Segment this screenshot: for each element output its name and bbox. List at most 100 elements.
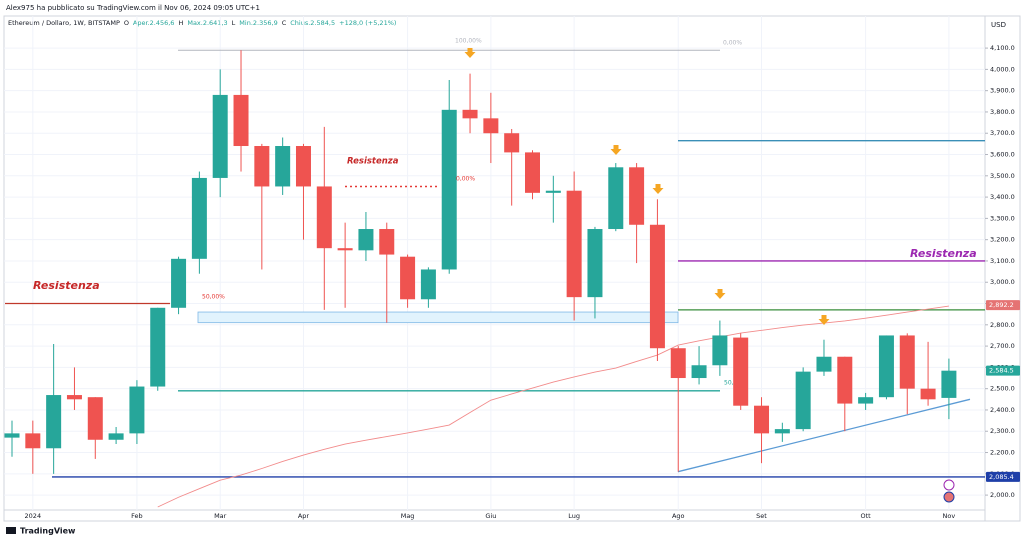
- candle-body: [649, 224, 665, 349]
- candle-body: [733, 337, 749, 406]
- candle-body: [754, 405, 770, 434]
- y-tick-label: 4,000.0: [990, 65, 1015, 73]
- price-badge: [986, 365, 1020, 376]
- header-part: +128,0 (+5,21%): [339, 19, 396, 27]
- candle-body: [525, 152, 540, 193]
- arrow: [818, 315, 830, 325]
- header-part: Max.2.641,3: [187, 19, 227, 27]
- x-tick-label: Giu: [485, 512, 496, 520]
- frame: [3, 15, 1021, 522]
- y-tick-label: 3,600.0: [990, 151, 1015, 159]
- header-part: C: [282, 19, 287, 27]
- candle-body: [629, 167, 645, 225]
- y-axis-label: USD: [991, 21, 1006, 29]
- arrow: [610, 145, 622, 155]
- y-tick-label: 3,900.0: [990, 87, 1015, 95]
- header-part: H: [178, 19, 183, 27]
- candle-body: [379, 229, 395, 255]
- y-tick-label: 3,100.0: [990, 257, 1015, 265]
- candle-body: [441, 109, 457, 270]
- header-part: Chius.2.584,5: [290, 19, 335, 27]
- candle-body: [462, 109, 478, 119]
- candle-body: [899, 335, 915, 389]
- y-tick-label: 3,700.0: [990, 129, 1015, 137]
- candle-body: [545, 190, 561, 193]
- y-tick-label: 3,500.0: [990, 172, 1015, 180]
- x-tick-label: Nov: [943, 512, 956, 520]
- candle-body: [920, 388, 936, 400]
- arrow: [464, 48, 476, 58]
- event-icon: [943, 491, 955, 503]
- candle-body: [483, 118, 499, 134]
- annotation: 50,: [724, 380, 734, 387]
- y-tick-label: 2,300.0: [990, 427, 1015, 435]
- candle-body: [191, 177, 207, 259]
- y-tick-label: 3,800.0: [990, 108, 1015, 116]
- x-tick-label: Apr: [298, 512, 310, 520]
- moving-average: [157, 305, 949, 508]
- y-tick-label: 3,300.0: [990, 214, 1015, 222]
- y-tick-label: 3,200.0: [990, 236, 1015, 244]
- annotation: 0,00%: [456, 176, 475, 183]
- candle-body: [275, 146, 291, 187]
- trendline: [677, 398, 971, 473]
- x-tick-label: 2024: [25, 512, 42, 520]
- credit: Alex975 ha pubblicato su TradingView.com…: [6, 4, 260, 12]
- candle-body: [233, 94, 249, 147]
- event-icon: [943, 479, 955, 491]
- y-tick-label: 2,000.0: [990, 491, 1015, 499]
- annotation: 100,00%: [455, 38, 482, 45]
- x-tick-label: Lug: [568, 512, 580, 520]
- candle-body: [691, 365, 707, 379]
- header-part: Min.2.356,9: [239, 19, 277, 27]
- y-tick-label: 2,400.0: [990, 406, 1015, 414]
- x-tick-label: Set: [756, 512, 767, 520]
- candle-body: [25, 433, 41, 449]
- candle-body: [337, 248, 353, 251]
- candle-body: [795, 371, 811, 430]
- candle-body: [816, 356, 832, 372]
- candle-body: [171, 258, 187, 308]
- candle-body: [670, 348, 686, 379]
- header: Ethereum / Dollaro, 1W, BITSTAMP O Aper.2.…: [8, 19, 396, 27]
- candle-body: [4, 433, 20, 438]
- annotation: 0,00%: [723, 40, 742, 47]
- arrow: [714, 289, 726, 299]
- header-part: L: [232, 19, 236, 27]
- candle-body: [837, 356, 853, 404]
- price-label: 2,085.4: [989, 473, 1014, 481]
- candle-body: [87, 397, 103, 440]
- y-tick-label: 2,700.0: [990, 342, 1015, 350]
- candle-body: [212, 94, 228, 178]
- candle-body: [858, 397, 874, 404]
- logo-icon: [6, 527, 16, 534]
- y-tick-label: 3,000.0: [990, 278, 1015, 286]
- candle-body: [566, 190, 582, 298]
- y-tick-label: 3,400.0: [990, 193, 1015, 201]
- candle-body: [358, 229, 374, 251]
- price-badge: [986, 471, 1020, 482]
- x-tick-label: Ago: [672, 512, 685, 520]
- x-tick-label: Ott: [861, 512, 872, 520]
- header-part: O: [124, 19, 129, 27]
- annotation: Resistenza: [910, 247, 977, 260]
- candle-body: [400, 256, 416, 300]
- candle-body: [774, 429, 790, 434]
- header-part: Aper.2.456,6: [133, 19, 175, 27]
- logo: TradingView: [20, 527, 76, 536]
- candle-body: [712, 335, 728, 366]
- candle-body: [316, 186, 332, 249]
- y-tick-label: 2,500.0: [990, 385, 1015, 393]
- candle-body: [150, 307, 166, 387]
- annotation: Resistenza: [33, 279, 100, 292]
- y-tick-label: 2,800.0: [990, 321, 1015, 329]
- candle-body: [66, 395, 82, 400]
- annotation: Resistenza: [347, 157, 399, 167]
- candle-body: [878, 335, 894, 398]
- x-tick-label: Mar: [214, 512, 227, 520]
- arrow: [652, 184, 664, 194]
- candle-body: [129, 386, 145, 434]
- candle-body: [420, 269, 436, 300]
- candle-body: [504, 133, 520, 153]
